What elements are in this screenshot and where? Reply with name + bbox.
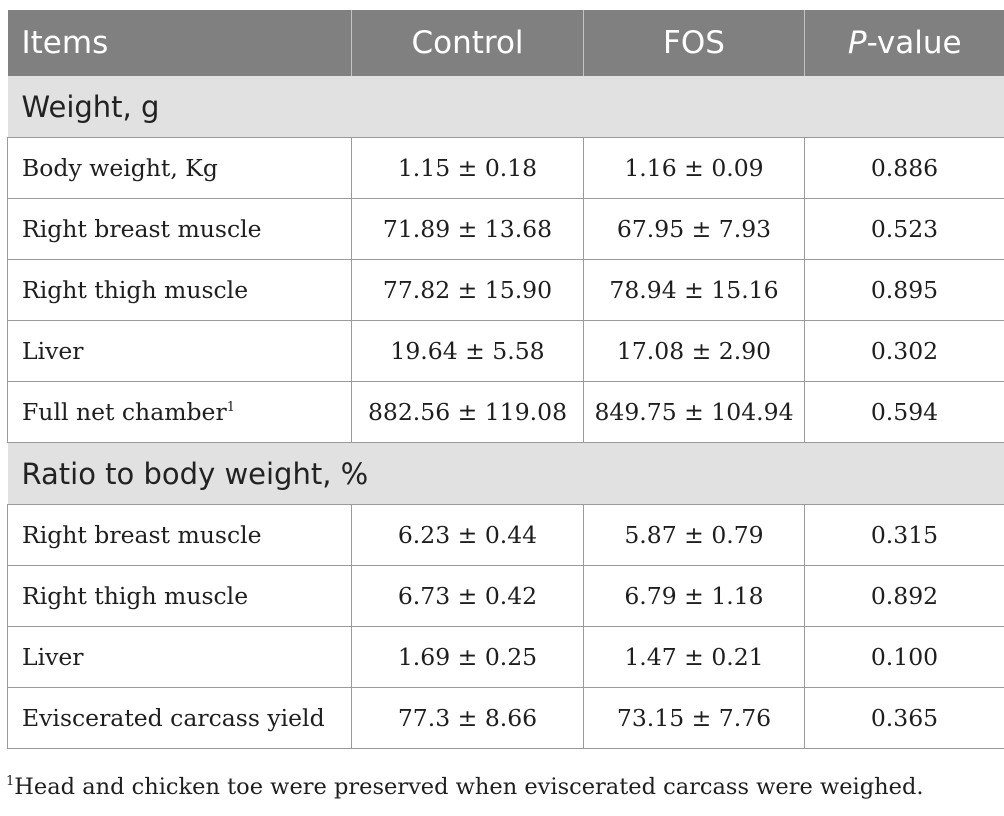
row-label: Liver — [7, 320, 352, 382]
row-label: Right thigh muscle — [7, 565, 352, 627]
row-label-text: Eviscerated carcass yield — [22, 704, 325, 732]
p-value: 0.302 — [804, 320, 1004, 382]
control-value: 1.69 ± 0.25 — [351, 626, 584, 688]
p-value: 0.892 — [804, 565, 1004, 627]
table-row: Full net chamber1 882.56 ± 119.08 849.75… — [7, 381, 1004, 443]
row-label-text: Liver — [22, 643, 84, 671]
fos-value: 67.95 ± 7.93 — [583, 198, 805, 260]
row-label-text: Right thigh muscle — [22, 276, 249, 304]
fos-value: 78.94 ± 15.16 — [583, 259, 805, 321]
section-row: Weight, g — [7, 76, 1004, 138]
p-value: 0.886 — [804, 137, 1004, 199]
header-fos: FOS — [583, 10, 805, 76]
row-label: Body weight, Kg — [7, 137, 352, 199]
table-row: Eviscerated carcass yield 77.3 ± 8.66 73… — [7, 687, 1004, 749]
table-row: Right thigh muscle 6.73 ± 0.42 6.79 ± 1.… — [7, 565, 1004, 627]
p-value: 0.100 — [804, 626, 1004, 688]
control-value: 19.64 ± 5.58 — [351, 320, 584, 382]
fos-value: 1.47 ± 0.21 — [583, 626, 805, 688]
p-value: 0.523 — [804, 198, 1004, 260]
row-label: Right breast muscle — [7, 504, 352, 566]
fos-value: 6.79 ± 1.18 — [583, 565, 805, 627]
row-label-text: Liver — [22, 337, 84, 365]
control-value: 1.15 ± 0.18 — [351, 137, 584, 199]
table-row: Liver 1.69 ± 0.25 1.47 ± 0.21 0.100 — [7, 626, 1004, 688]
header-p-rest: -value — [866, 25, 962, 61]
section-title: Weight, g — [7, 76, 1004, 138]
fos-value: 73.15 ± 7.76 — [583, 687, 805, 749]
row-label: Liver — [7, 626, 352, 688]
header-p-italic: P — [847, 25, 867, 61]
footnote-mark: 1 — [6, 774, 15, 789]
fos-value: 17.08 ± 2.90 — [583, 320, 805, 382]
p-value: 0.895 — [804, 259, 1004, 321]
fos-value: 849.75 ± 104.94 — [583, 381, 805, 443]
row-label: Right breast muscle — [7, 198, 352, 260]
footnote: 1Head and chicken toe were preserved whe… — [6, 774, 924, 800]
header-control: Control — [351, 10, 584, 76]
control-value: 6.23 ± 0.44 — [351, 504, 584, 566]
footnote-marker: 1 — [226, 400, 235, 415]
header-items: Items — [7, 10, 352, 76]
row-label: Eviscerated carcass yield — [7, 687, 352, 749]
fos-value: 5.87 ± 0.79 — [583, 504, 805, 566]
row-label: Right thigh muscle — [7, 259, 352, 321]
row-label-text: Body weight, Kg — [22, 154, 218, 182]
footnote-text: Head and chicken toe were preserved when… — [14, 774, 924, 800]
table-row: Right breast muscle 6.23 ± 0.44 5.87 ± 0… — [7, 504, 1004, 566]
fos-value: 1.16 ± 0.09 — [583, 137, 805, 199]
table-row: Liver 19.64 ± 5.58 17.08 ± 2.90 0.302 — [7, 320, 1004, 382]
table-row: Body weight, Kg 1.15 ± 0.18 1.16 ± 0.09 … — [7, 137, 1004, 199]
control-value: 77.3 ± 8.66 — [351, 687, 584, 749]
header-row: Items Control FOS P-value — [7, 10, 1004, 76]
section-title: Ratio to body weight, % — [7, 442, 1004, 505]
p-value: 0.365 — [804, 687, 1004, 749]
row-label-text: Right breast muscle — [22, 215, 262, 243]
table-row: Right thigh muscle 77.82 ± 15.90 78.94 ±… — [7, 259, 1004, 321]
row-label-text: Right thigh muscle — [22, 582, 249, 610]
control-value: 6.73 ± 0.42 — [351, 565, 584, 627]
row-label: Full net chamber1 — [7, 381, 352, 443]
p-value: 0.315 — [804, 504, 1004, 566]
control-value: 77.82 ± 15.90 — [351, 259, 584, 321]
results-table: Items Control FOS P-value Weight, g Body… — [7, 10, 1004, 749]
section-row: Ratio to body weight, % — [7, 442, 1004, 505]
p-value: 0.594 — [804, 381, 1004, 443]
row-label-text: Right breast muscle — [22, 521, 262, 549]
header-p-value: P-value — [804, 10, 1004, 76]
control-value: 71.89 ± 13.68 — [351, 198, 584, 260]
table-row: Right breast muscle 71.89 ± 13.68 67.95 … — [7, 198, 1004, 260]
row-label-text: Full net chamber — [22, 398, 227, 426]
control-value: 882.56 ± 119.08 — [351, 381, 584, 443]
